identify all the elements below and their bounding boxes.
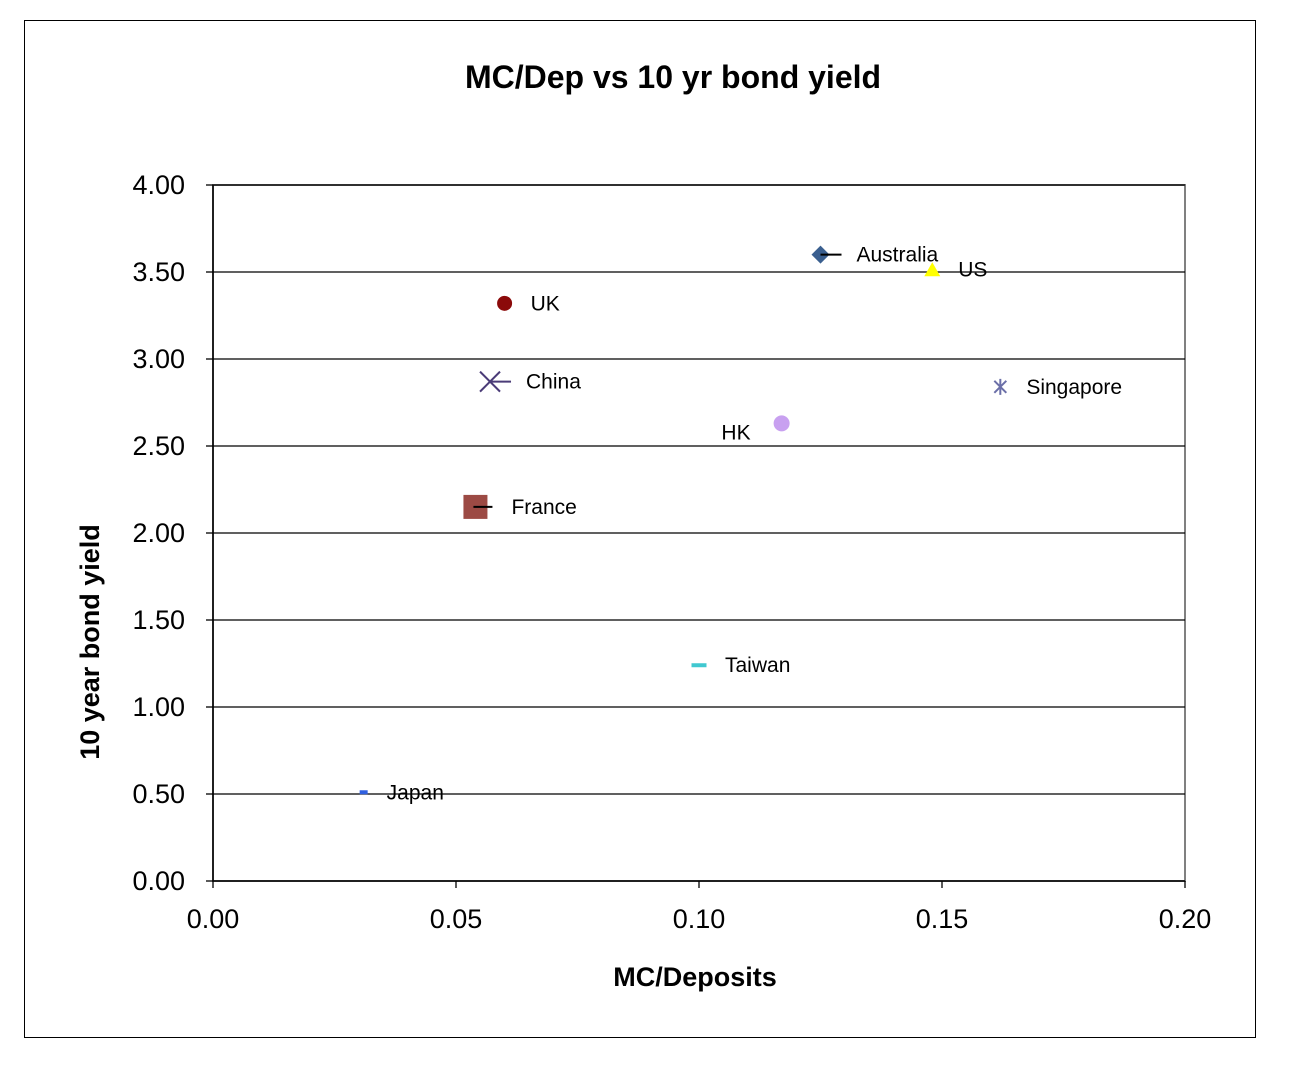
x-axis-title: MC/Deposits xyxy=(613,962,777,992)
axes xyxy=(206,184,1186,888)
label-taiwan: Taiwan xyxy=(725,654,790,677)
x-tick-label-0: 0.00 xyxy=(187,904,240,934)
x-tick-label-4: 0.20 xyxy=(1159,904,1212,934)
y-tick-label-8: 4.00 xyxy=(132,170,185,200)
x-tick-label-2: 0.10 xyxy=(673,904,726,934)
point-labels: Australia US UK China Singapore HK France Taiwa… xyxy=(387,244,1122,805)
label-australia: Australia xyxy=(857,244,939,267)
x-tick-label-3: 0.15 xyxy=(916,904,969,934)
point-taiwan xyxy=(691,663,707,668)
chart-title: MC/Dep vs 10 yr bond yield xyxy=(465,59,881,95)
label-japan: Japan xyxy=(387,781,444,804)
point-us xyxy=(924,262,941,277)
label-us: US xyxy=(958,258,987,281)
y-tick-label-1: 0.50 xyxy=(132,779,185,809)
y-tick-label-7: 3.50 xyxy=(132,257,185,287)
label-singapore: Singapore xyxy=(1026,376,1122,399)
x-tick-label-1: 0.05 xyxy=(430,904,483,934)
gridlines xyxy=(213,184,1185,795)
data-points xyxy=(359,245,1008,795)
y-tick-label-0: 0.00 xyxy=(132,866,185,896)
tick-labels: 0.00 0.50 1.00 1.50 2.00 2.50 3.00 3.50 4.00 0.00… xyxy=(132,170,1211,934)
y-tick-label-2: 1.00 xyxy=(132,692,185,722)
point-hk xyxy=(773,415,790,432)
y-tick-label-6: 3.00 xyxy=(132,344,185,374)
point-china xyxy=(479,370,512,393)
chart-frame xyxy=(24,20,1256,1038)
label-uk: UK xyxy=(531,292,560,315)
point-japan xyxy=(359,790,368,795)
label-france: France xyxy=(511,496,576,519)
y-tick-label-5: 2.50 xyxy=(132,431,185,461)
y-tick-label-4: 2.00 xyxy=(132,518,185,548)
point-singapore xyxy=(993,378,1008,395)
point-uk xyxy=(497,295,513,311)
y-axis-title: 10 year bond yield xyxy=(75,524,105,760)
label-hk: HK xyxy=(721,421,750,444)
y-tick-label-3: 1.50 xyxy=(132,605,185,635)
label-china: China xyxy=(526,371,581,394)
